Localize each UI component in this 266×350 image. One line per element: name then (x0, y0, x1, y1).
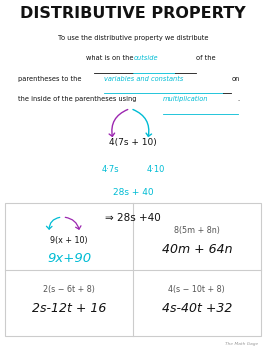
Bar (5, 203, 261, 336)
Text: of the: of the (196, 55, 215, 61)
Text: 2s-12t + 16: 2s-12t + 16 (32, 302, 106, 315)
Text: parentheses to the: parentheses to the (18, 76, 82, 82)
Text: variables and constants: variables and constants (104, 76, 183, 82)
Text: 28s + 40: 28s + 40 (113, 188, 153, 197)
Text: 4s-40t +32: 4s-40t +32 (162, 302, 232, 315)
Text: DISTRIBUTIVE PROPERTY: DISTRIBUTIVE PROPERTY (20, 6, 246, 21)
Text: The Math Gage: The Math Gage (225, 342, 258, 346)
Text: 8(5m + 8n): 8(5m + 8n) (174, 226, 220, 235)
Text: 9x+90: 9x+90 (47, 252, 91, 265)
Text: 9(x + 10): 9(x + 10) (50, 236, 88, 245)
Text: 4(s − 10t + 8): 4(s − 10t + 8) (168, 285, 225, 294)
Text: 4·7s: 4·7s (102, 164, 119, 174)
Text: ⇒ 28s +40: ⇒ 28s +40 (105, 213, 161, 223)
Text: 40m + 64n: 40m + 64n (161, 243, 232, 256)
Text: the inside of the parentheses using: the inside of the parentheses using (18, 96, 136, 102)
Text: 4·10: 4·10 (146, 164, 165, 174)
Text: 2(s − 6t + 8): 2(s − 6t + 8) (43, 285, 95, 294)
Text: multiplication: multiplication (163, 96, 209, 102)
Text: .: . (238, 96, 240, 102)
Text: outside: outside (134, 55, 158, 61)
Text: what is on the: what is on the (85, 55, 133, 61)
Text: on: on (232, 76, 240, 82)
Text: To use the distributive property we distribute: To use the distributive property we dist… (58, 35, 208, 41)
Text: 4(7s + 10): 4(7s + 10) (109, 138, 157, 147)
